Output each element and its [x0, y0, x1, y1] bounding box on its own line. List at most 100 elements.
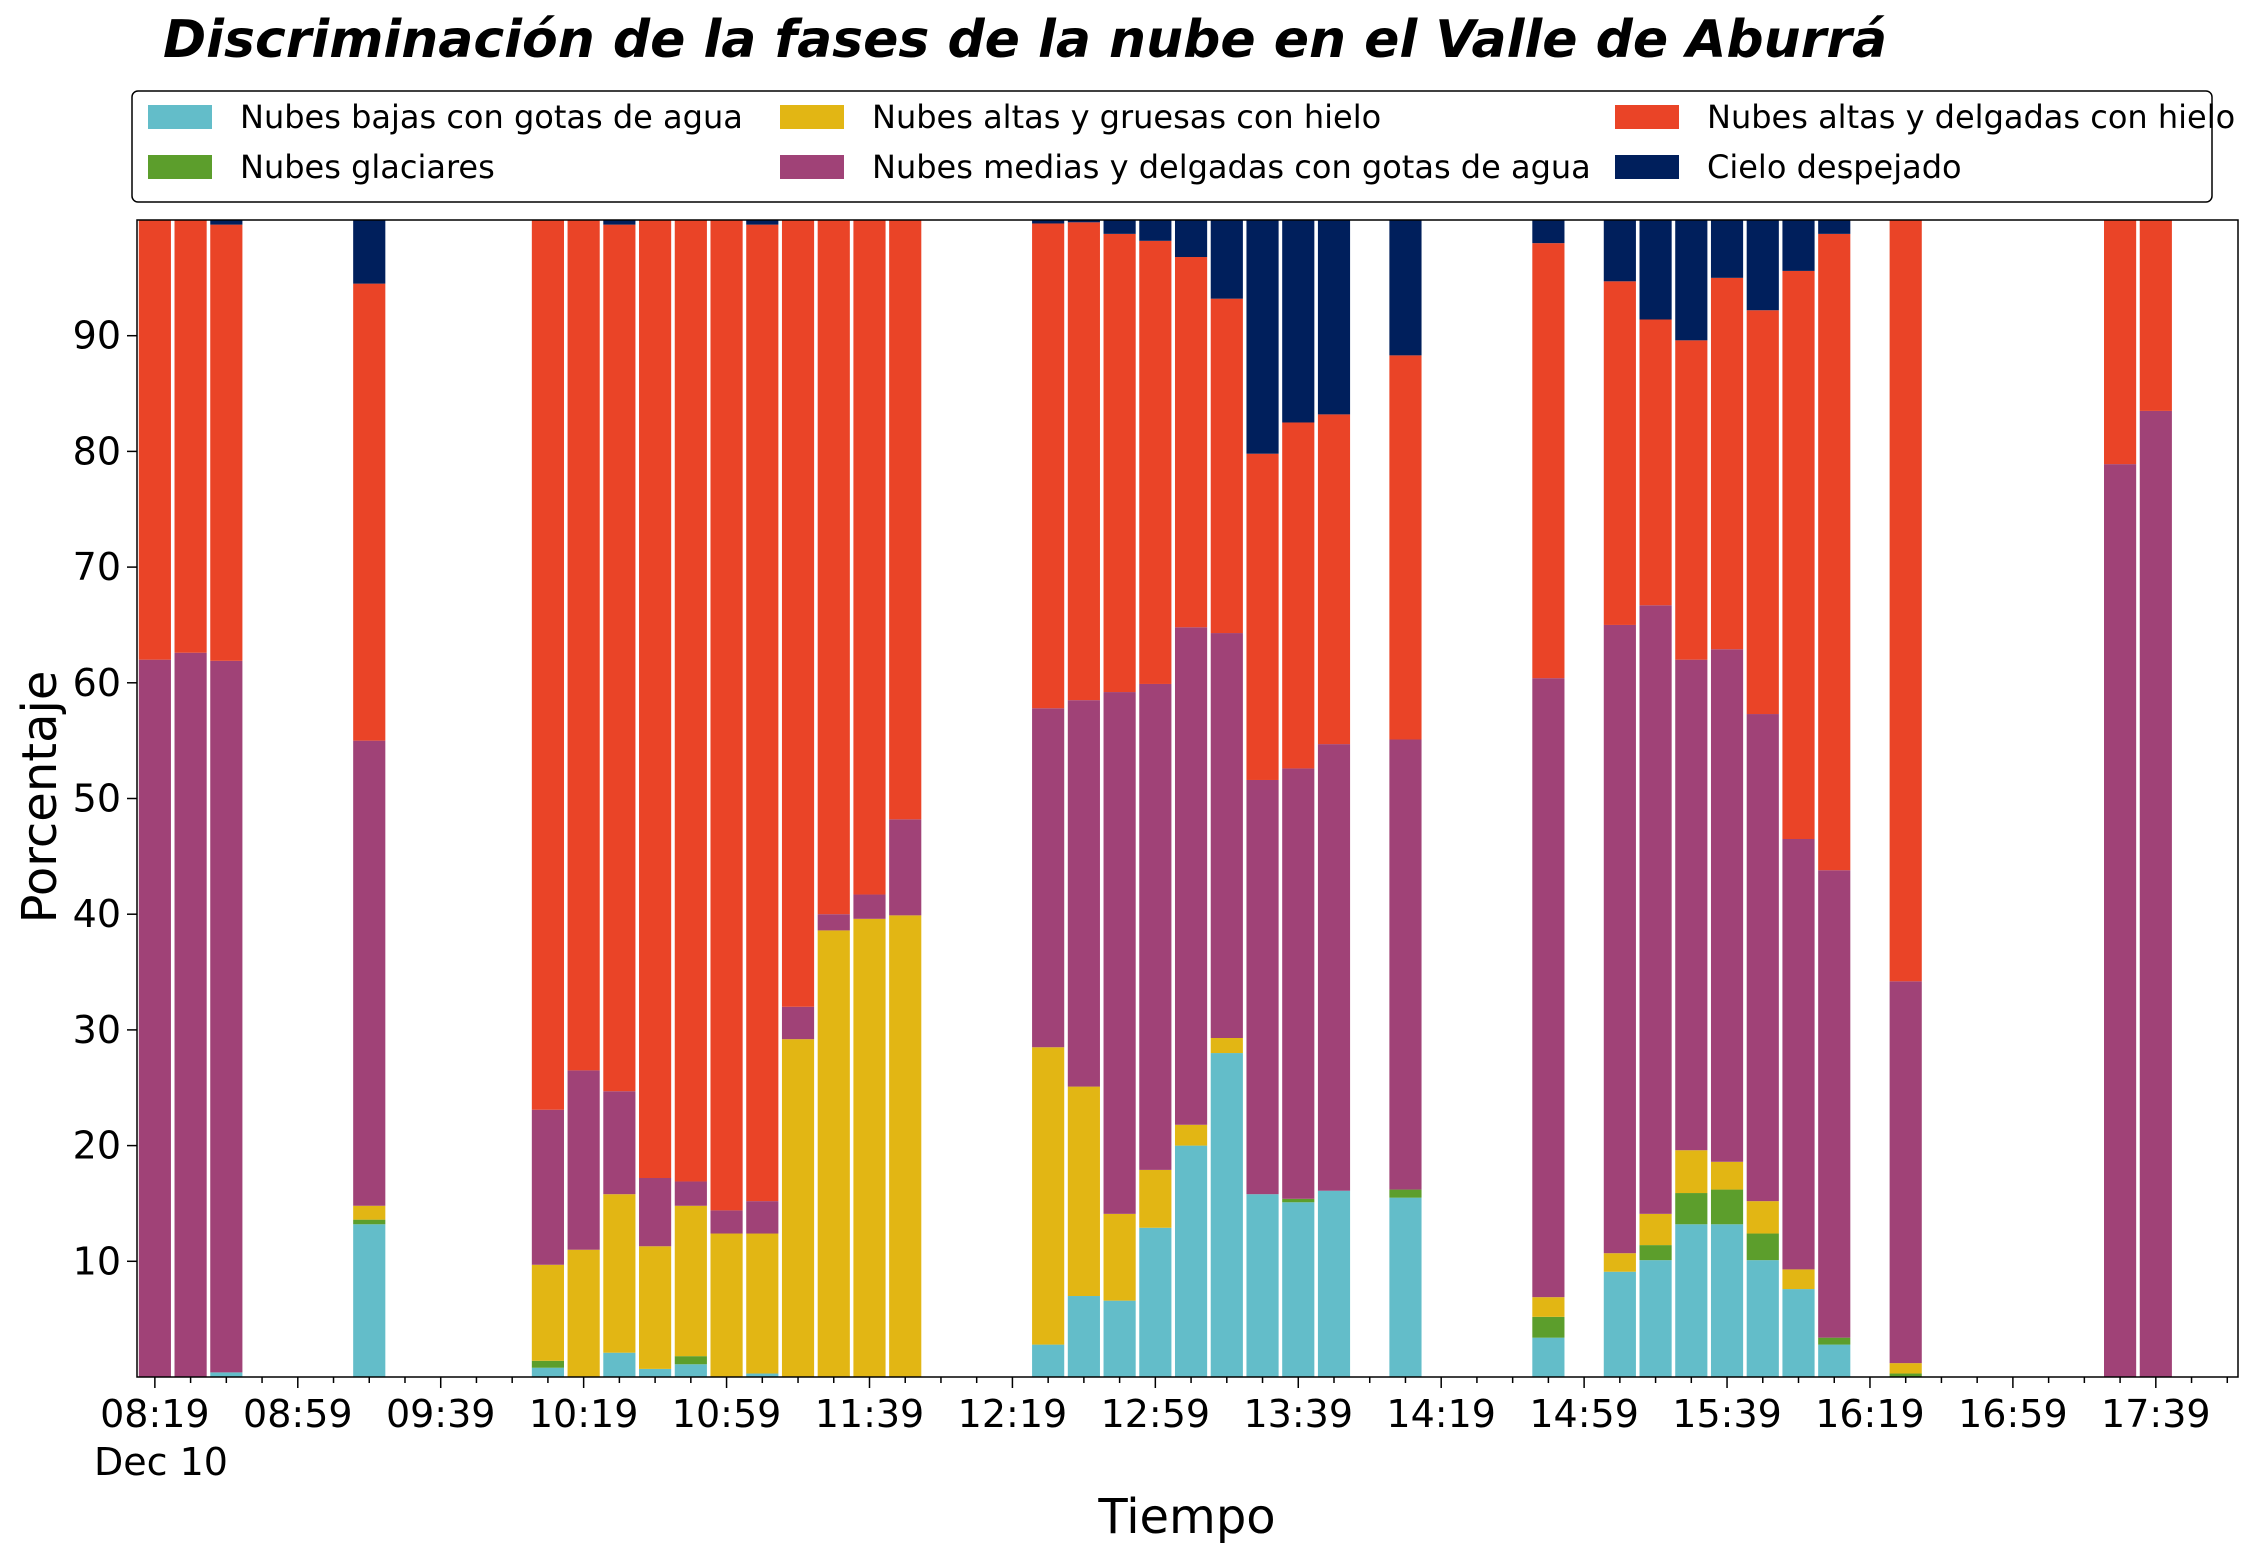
bar-segment — [817, 220, 850, 915]
bar-segment — [674, 1205, 707, 1357]
bar-segment — [853, 220, 886, 895]
bar-segment — [639, 1368, 672, 1377]
bar-segment — [174, 220, 207, 653]
bar-segment — [603, 1091, 636, 1195]
bar-segment — [1246, 453, 1279, 780]
bar-segment — [1818, 1337, 1851, 1345]
bar-segment — [1889, 1363, 1922, 1374]
bar-segment — [1782, 220, 1815, 271]
bar-segment — [746, 1201, 779, 1234]
bar-segment — [1032, 1047, 1065, 1345]
y-tick-label: 50 — [73, 777, 121, 821]
bar-segment — [1532, 220, 1565, 244]
bar-segment — [889, 915, 922, 1377]
bar-segment — [1818, 1344, 1851, 1377]
bar-segment — [1210, 298, 1243, 634]
bar-segment — [889, 220, 922, 820]
bar-segment — [817, 914, 850, 931]
bar-segment — [1032, 1344, 1065, 1377]
bar-segment — [1675, 1193, 1708, 1225]
legend-swatch — [148, 155, 212, 179]
legend-swatch — [148, 105, 212, 129]
bar-segment — [889, 819, 922, 916]
bar-segment — [1710, 220, 1744, 278]
bar-segment — [138, 220, 171, 660]
y-tick-label: 90 — [73, 314, 121, 358]
bar-segment — [1389, 355, 1422, 740]
bar-segment — [353, 1224, 386, 1377]
bar-segment — [1818, 870, 1851, 1338]
legend: Nubes bajas con gotas de agua Nubes glaci… — [131, 90, 2235, 203]
bar-segment — [353, 283, 386, 741]
bar-segment — [1603, 281, 1636, 625]
x-tick-label: 15:39 — [1672, 1392, 1782, 1436]
bar-segment — [531, 1367, 564, 1377]
y-axis: 10 20 30 40 50 60 70 80 90 — [73, 314, 137, 1283]
bar-segment — [1639, 1260, 1672, 1377]
bar-segment — [1032, 220, 1065, 224]
bar-segment — [603, 1194, 636, 1353]
legend-label: Cielo despejado — [1707, 148, 1962, 186]
bar-segment — [1139, 1169, 1172, 1228]
bar-segment — [1889, 220, 1922, 982]
bar-segment — [781, 1006, 815, 1040]
bar-segment — [1710, 649, 1744, 1162]
bar-segment — [817, 930, 850, 1377]
bar-segment — [2104, 220, 2137, 465]
bar-segment — [1675, 659, 1708, 1151]
bar-segment — [603, 1352, 636, 1377]
x-tick-label: 16:19 — [1815, 1392, 1925, 1436]
legend-swatch — [1615, 105, 1679, 129]
x-tick-label: 12:19 — [958, 1392, 1068, 1436]
bar-segment — [746, 220, 779, 225]
bar-segment — [1889, 1373, 1922, 1377]
bar-segment — [674, 1356, 707, 1365]
bar-segment — [1282, 768, 1315, 1199]
bar-segment — [174, 652, 207, 1377]
bar-segment — [567, 220, 600, 1071]
bar-segment — [210, 1372, 243, 1377]
bar-segment — [353, 220, 386, 284]
bar-segment — [1210, 220, 1243, 299]
bar-segment — [1282, 1198, 1315, 1203]
x-tick-label: 11:39 — [815, 1392, 925, 1436]
bar-segment — [674, 1364, 707, 1377]
bar-segment — [1389, 739, 1422, 1190]
legend-swatch — [1615, 155, 1679, 179]
x-date-label: Dec 10 — [94, 1440, 228, 1484]
bar-segment — [1532, 678, 1565, 1298]
bar-segment — [138, 659, 171, 1377]
bar-segment — [1210, 1038, 1243, 1054]
bar-segment — [1210, 1053, 1243, 1377]
y-axis-title: Porcentaje — [12, 671, 68, 924]
bar-segment — [1139, 683, 1172, 1170]
bar-segment — [1710, 1161, 1744, 1190]
x-axis-title: Tiempo — [1097, 1489, 1275, 1545]
bar-segment — [1389, 1197, 1422, 1377]
bar-segment — [1032, 223, 1065, 709]
y-tick-label: 10 — [73, 1239, 121, 1283]
bar-segment — [1067, 220, 1100, 223]
bar-segment — [567, 1249, 600, 1377]
bar-segment — [1782, 270, 1815, 839]
bar-segment — [1317, 744, 1351, 1191]
bar-segment — [781, 220, 815, 1007]
chart-title: Discriminación de la fases de la nube en… — [163, 10, 1887, 70]
bar-segment — [1103, 1300, 1136, 1377]
x-tick-label: 09:39 — [386, 1392, 496, 1436]
bar-segment — [639, 1246, 672, 1369]
x-tick-label: 10:59 — [672, 1392, 782, 1436]
bar-segment — [1746, 1260, 1779, 1377]
bar-segment — [1210, 633, 1243, 1038]
bar-segment — [353, 1205, 386, 1220]
bar-segment — [1067, 1296, 1100, 1377]
legend-label: Nubes medias y delgadas con gotas de agu… — [872, 148, 1591, 186]
bar-segment — [639, 220, 672, 1178]
bar-segment — [1782, 1269, 1815, 1290]
bar-segment — [1710, 277, 1744, 650]
bar-segment — [1675, 1224, 1708, 1377]
bar-segment — [1746, 310, 1779, 715]
bar-segment — [1317, 220, 1351, 415]
bar-segment — [1103, 233, 1136, 693]
